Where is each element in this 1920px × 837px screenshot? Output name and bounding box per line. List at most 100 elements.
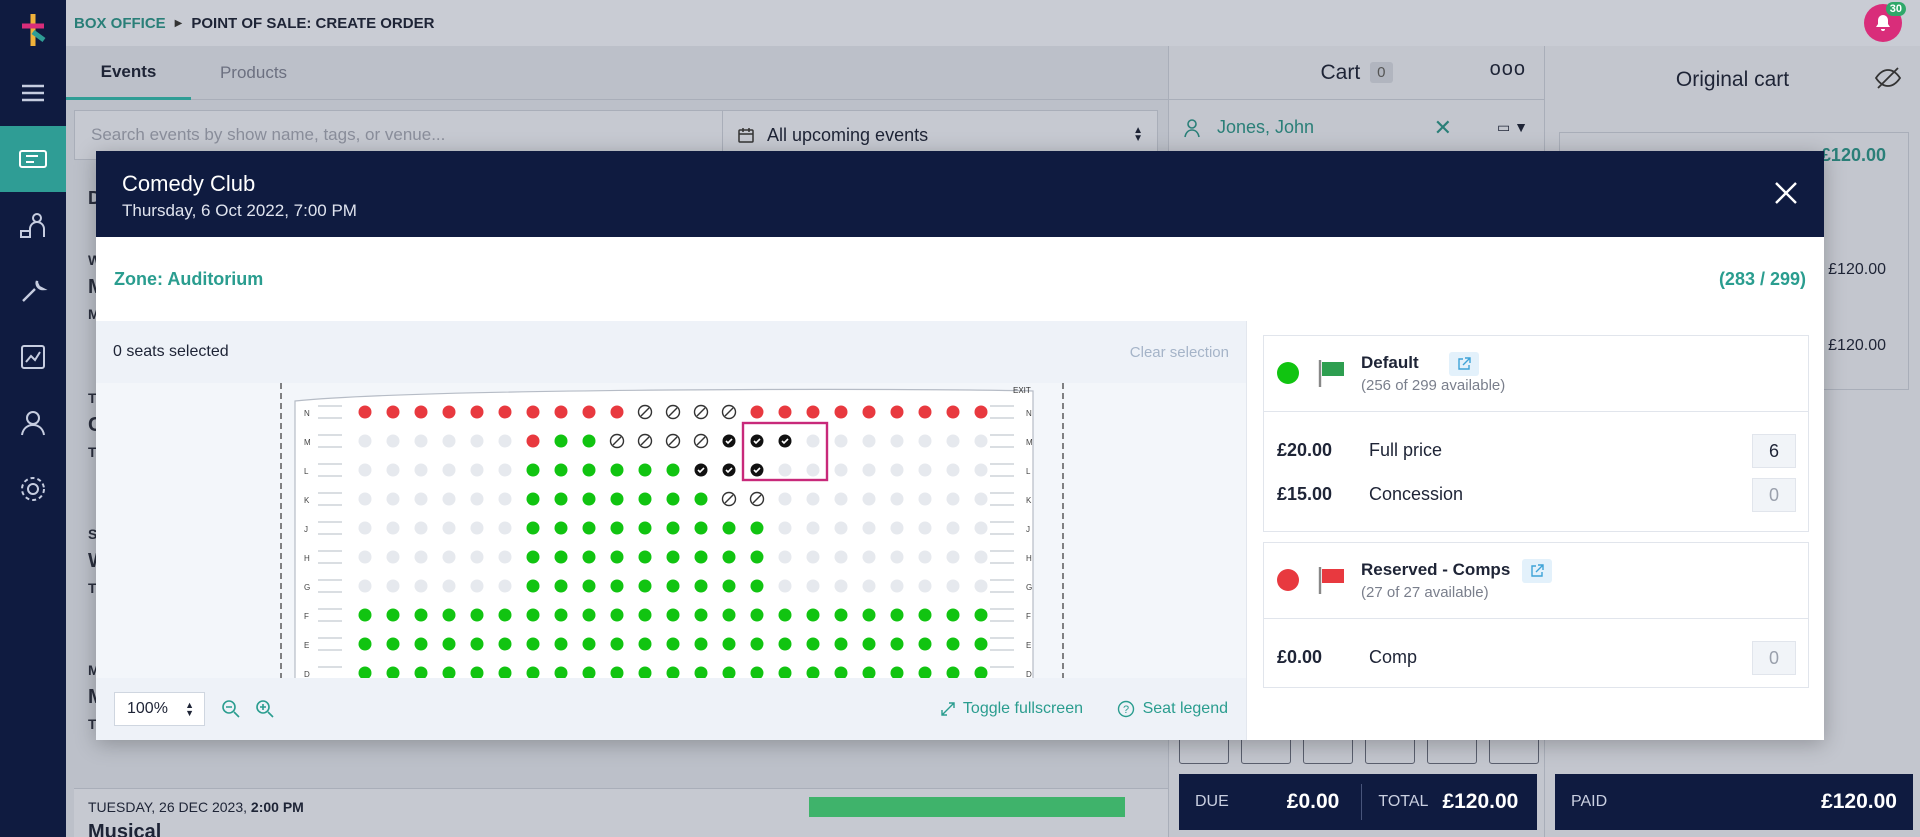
seat-available[interactable] [694, 608, 708, 622]
notifications-bell-icon[interactable]: 30 [1864, 2, 1906, 42]
seat-available[interactable] [638, 550, 652, 564]
seat-available[interactable] [806, 608, 820, 622]
seat-available[interactable] [526, 666, 540, 679]
settings-gear-icon[interactable] [0, 456, 66, 522]
seat-available[interactable] [722, 608, 736, 622]
seat-available[interactable] [554, 521, 568, 535]
seat-available[interactable] [582, 666, 596, 679]
seat-empty[interactable] [918, 579, 932, 593]
seat-available[interactable] [554, 608, 568, 622]
seat-reserved[interactable] [750, 405, 764, 419]
breadcrumb-root[interactable]: BOX OFFICE [74, 14, 166, 32]
seat-reserved[interactable] [470, 405, 484, 419]
seat-available[interactable] [442, 637, 456, 651]
seat-empty[interactable] [946, 434, 960, 448]
seat-available[interactable] [862, 637, 876, 651]
seat-available[interactable] [750, 637, 764, 651]
seat-legend-button[interactable]: ? Seat legend [1117, 700, 1228, 718]
seat-available[interactable] [526, 463, 540, 477]
seat-empty[interactable] [414, 492, 428, 506]
seat-empty[interactable] [414, 579, 428, 593]
seat-reserved[interactable] [498, 405, 512, 419]
seat-available[interactable] [582, 579, 596, 593]
seat-available[interactable] [554, 550, 568, 564]
remove-customer-icon[interactable]: ✕ [1433, 114, 1452, 140]
seat-available[interactable] [750, 550, 764, 564]
seat-empty[interactable] [442, 579, 456, 593]
seat-available[interactable] [498, 637, 512, 651]
seat-reserved[interactable] [974, 405, 988, 419]
seat-available[interactable] [918, 608, 932, 622]
seat-available[interactable] [582, 637, 596, 651]
seat-empty[interactable] [862, 550, 876, 564]
seat-available[interactable] [666, 550, 680, 564]
seats[interactable] [358, 404, 988, 679]
seat-empty[interactable] [974, 521, 988, 535]
seat-available[interactable] [414, 666, 428, 679]
seat-empty[interactable] [442, 550, 456, 564]
seat-empty[interactable] [778, 492, 792, 506]
seat-available[interactable] [554, 637, 568, 651]
seat-empty[interactable] [806, 579, 820, 593]
seat-reserved[interactable] [526, 405, 540, 419]
seat-empty[interactable] [498, 521, 512, 535]
seat-available[interactable] [666, 521, 680, 535]
seat-empty[interactable] [806, 434, 820, 448]
seat-available[interactable] [806, 637, 820, 651]
seat-available[interactable] [498, 608, 512, 622]
seat-empty[interactable] [358, 492, 372, 506]
seat-available[interactable] [386, 637, 400, 651]
seat-empty[interactable] [918, 550, 932, 564]
seat-available[interactable] [582, 608, 596, 622]
seat-available[interactable] [498, 666, 512, 679]
seat-empty[interactable] [806, 550, 820, 564]
seat-empty[interactable] [946, 521, 960, 535]
seat-empty[interactable] [470, 579, 484, 593]
seat-available[interactable] [386, 608, 400, 622]
seat-empty[interactable] [414, 463, 428, 477]
seat-empty[interactable] [358, 521, 372, 535]
tab-events[interactable]: Events [66, 46, 191, 100]
seat-available[interactable] [890, 666, 904, 679]
seat-available[interactable] [918, 666, 932, 679]
seat-empty[interactable] [974, 550, 988, 564]
seat-empty[interactable] [862, 463, 876, 477]
seat-available[interactable] [974, 608, 988, 622]
box-office-ticket-icon[interactable] [0, 126, 66, 192]
seat-available[interactable] [442, 608, 456, 622]
seat-available[interactable] [470, 608, 484, 622]
seat-empty[interactable] [806, 492, 820, 506]
seat-available[interactable] [694, 666, 708, 679]
reports-icon[interactable] [0, 324, 66, 390]
seat-available[interactable] [974, 637, 988, 651]
seat-available[interactable] [610, 608, 624, 622]
seat-available[interactable] [414, 637, 428, 651]
seat-available[interactable] [582, 492, 596, 506]
seat-empty[interactable] [414, 434, 428, 448]
seat-available[interactable] [890, 608, 904, 622]
event-card[interactable]: TUESDAY, 26 DEC 2023, 2:00 PM Musical [74, 788, 1170, 837]
seat-empty[interactable] [358, 550, 372, 564]
seat-empty[interactable] [498, 434, 512, 448]
seat-available[interactable] [694, 492, 708, 506]
zoom-stepper-icon[interactable]: ▲ ▼ [185, 700, 194, 718]
seat-empty[interactable] [862, 579, 876, 593]
seat-empty[interactable] [386, 463, 400, 477]
seat-empty[interactable] [918, 463, 932, 477]
seat-available[interactable] [638, 521, 652, 535]
seat-empty[interactable] [386, 579, 400, 593]
seat-available[interactable] [526, 608, 540, 622]
seat-available[interactable] [526, 579, 540, 593]
seat-available[interactable] [554, 463, 568, 477]
seat-available[interactable] [414, 608, 428, 622]
seat-empty[interactable] [498, 463, 512, 477]
seat-available[interactable] [554, 579, 568, 593]
seat-empty[interactable] [442, 492, 456, 506]
seat-available[interactable] [638, 637, 652, 651]
seat-empty[interactable] [918, 492, 932, 506]
seat-available[interactable] [750, 608, 764, 622]
seat-available[interactable] [974, 666, 988, 679]
seat-available[interactable] [890, 637, 904, 651]
seat-empty[interactable] [890, 579, 904, 593]
seat-available[interactable] [862, 608, 876, 622]
